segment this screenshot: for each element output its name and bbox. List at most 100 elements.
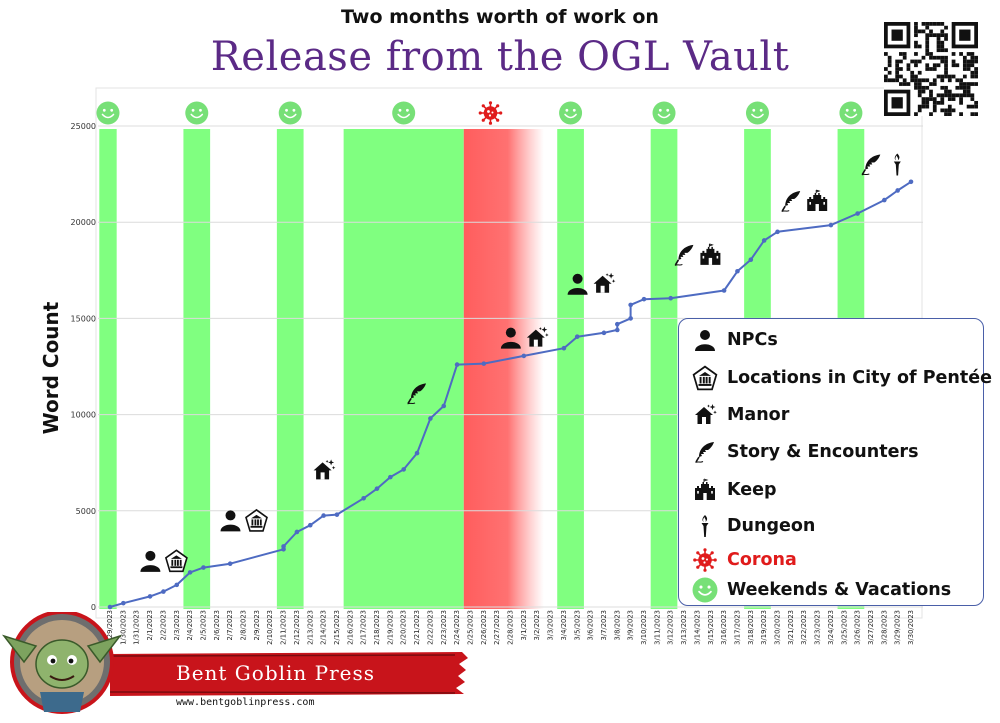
data-point <box>361 495 366 501</box>
data-point <box>281 544 286 549</box>
x-tick-label: 2/27/2023 <box>493 610 501 645</box>
data-point <box>775 229 780 235</box>
goblin-logo-icon <box>1 612 468 714</box>
x-tick-label: 3/11/2023 <box>653 610 661 645</box>
x-tick-label: 2/15/2023 <box>333 610 341 645</box>
legend-item-corona: Corona <box>689 545 797 575</box>
smiley-icon <box>558 101 583 125</box>
legend-item-weekends: Weekends & Vacations <box>689 575 951 605</box>
manor-icon <box>689 400 721 430</box>
weekend-band <box>343 129 464 609</box>
x-tick-label: 2/24/2023 <box>453 610 461 645</box>
legend-item-city-locations: Locations in City of Pentée <box>689 363 992 393</box>
qr-code-icon <box>884 22 978 116</box>
legend-label: Weekends & Vacations <box>727 580 952 600</box>
chart-supertitle: Two months worth of work on <box>341 6 659 28</box>
data-point <box>615 327 620 333</box>
data-point <box>748 257 754 263</box>
data-point <box>227 561 233 567</box>
weekend-band <box>183 129 211 609</box>
x-tick-label: 2/7/2023 <box>226 610 234 641</box>
x-tick-label: 3/15/2023 <box>707 610 715 645</box>
data-point <box>334 512 340 517</box>
x-tick-label: 3/4/2023 <box>560 610 568 641</box>
x-tick-label: 3/17/2023 <box>733 610 741 645</box>
y-tick-label: 10000 <box>71 411 96 420</box>
data-point <box>561 345 567 351</box>
x-tick-label: 2/22/2023 <box>426 610 434 645</box>
x-tick-label: 3/16/2023 <box>720 610 728 645</box>
data-point <box>615 321 620 327</box>
legend-label: Locations in City of Pentée <box>727 368 992 388</box>
y-tick-label: 15000 <box>71 314 96 323</box>
x-tick-label: 1/29/2023 <box>106 610 114 645</box>
smiley-icon <box>652 101 677 125</box>
x-tick-label: 3/22/2023 <box>800 610 808 645</box>
corona-icon <box>478 101 503 125</box>
data-point <box>307 522 313 528</box>
x-tick-label: 3/6/2023 <box>587 610 595 641</box>
legend-item-npcs: NPCs <box>689 325 778 355</box>
smiley-icon <box>745 101 770 125</box>
x-tick-label: 3/23/2023 <box>814 610 822 645</box>
weekend-band <box>276 129 304 609</box>
dungeon-icon <box>689 511 721 541</box>
smiley-icon <box>184 101 209 125</box>
press-url: www.bentgoblinpress.com <box>176 697 315 708</box>
y-tick-label: 0 <box>91 603 96 612</box>
x-tick-label: 3/26/2023 <box>854 610 862 645</box>
x-tick-label: 2/4/2023 <box>186 610 194 641</box>
data-point <box>761 238 767 243</box>
legend-item-keep: Keep <box>689 475 777 505</box>
x-tick-label: 3/10/2023 <box>640 610 648 645</box>
legend-label: Dungeon <box>727 516 816 536</box>
data-point <box>201 565 206 570</box>
npc-icon <box>689 325 721 355</box>
y-axis-label: Word Count <box>39 301 63 434</box>
x-tick-label: 3/3/2023 <box>547 610 555 641</box>
y-tick-label: 20000 <box>71 218 96 227</box>
data-point <box>321 513 326 518</box>
x-tick-label: 2/20/2023 <box>400 610 408 645</box>
data-point <box>601 330 607 336</box>
x-tick-label: 3/8/2023 <box>613 610 621 641</box>
data-point <box>121 600 126 606</box>
data-point <box>828 222 834 228</box>
data-point <box>187 570 193 575</box>
data-point <box>174 582 180 588</box>
x-tick-label: 3/1/2023 <box>520 610 528 641</box>
data-point <box>428 416 433 421</box>
weekend-band <box>557 129 584 609</box>
smiley-icon <box>689 575 721 605</box>
data-point <box>161 589 166 594</box>
data-point <box>414 450 420 456</box>
x-tick-label: 2/28/2023 <box>507 610 515 645</box>
legend-item-dungeon: Dungeon <box>689 511 815 541</box>
x-tick-label: 2/3/2023 <box>173 610 181 641</box>
weekend-band <box>99 129 117 609</box>
legend-label: Story & Encounters <box>727 442 919 462</box>
x-tick-label: 3/21/2023 <box>787 610 795 645</box>
legend-label: NPCs <box>727 330 778 350</box>
x-tick-label: 2/9/2023 <box>253 610 261 641</box>
data-point <box>641 296 647 302</box>
x-tick-label: 2/14/2023 <box>320 610 328 645</box>
x-tick-label: 2/17/2023 <box>360 610 368 645</box>
x-tick-label: 3/20/2023 <box>774 610 782 645</box>
data-point <box>454 362 460 367</box>
data-point <box>441 403 447 409</box>
smiley-icon <box>95 101 120 125</box>
y-tick-label: 25000 <box>71 122 96 131</box>
corona-icon <box>689 545 721 575</box>
x-tick-label: 2/1/2023 <box>146 610 154 641</box>
chart-legend: NPCs Locations in City of Pentée Manor S… <box>678 318 992 606</box>
x-tick-label: 2/11/2023 <box>280 610 288 645</box>
x-tick-label: 2/19/2023 <box>386 610 394 645</box>
y-tick-label: 5000 <box>76 507 96 516</box>
x-tick-label: 3/28/2023 <box>880 610 888 645</box>
x-tick-label: 3/24/2023 <box>827 610 835 645</box>
x-tick-label: 2/12/2023 <box>293 610 301 645</box>
x-tick-label: 2/6/2023 <box>213 610 221 641</box>
x-tick-label: 3/30/2023 <box>907 610 915 645</box>
data-point <box>628 316 633 321</box>
